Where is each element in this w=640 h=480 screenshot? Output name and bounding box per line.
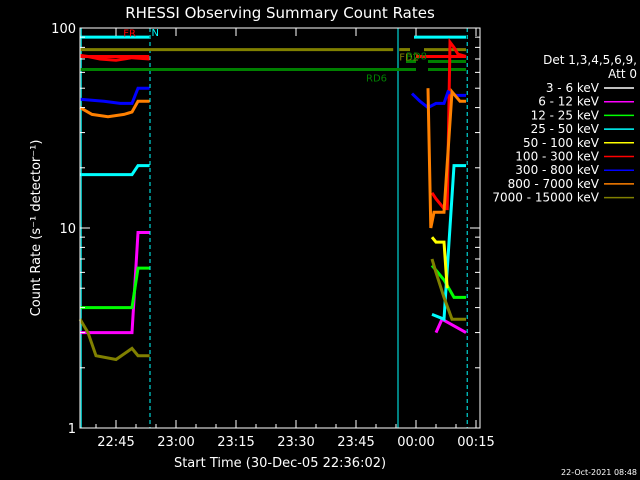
x-tick-label: 22:45 bbox=[97, 435, 134, 450]
flag-label-n: N bbox=[151, 28, 158, 39]
legend-item-label: 100 - 300 keV bbox=[515, 150, 599, 164]
series-line bbox=[78, 318, 150, 362]
series-line bbox=[80, 231, 150, 335]
series-line bbox=[430, 258, 466, 321]
x-tick-label: 23:45 bbox=[337, 435, 374, 450]
y-axis-label: Count Rate (s⁻¹ detector⁻¹) bbox=[29, 140, 44, 317]
legend-item-label: 50 - 100 keV bbox=[523, 136, 600, 150]
legend-item-label: 800 - 7000 keV bbox=[508, 177, 600, 191]
legend-title: Det 1,3,4,5,6,9, bbox=[543, 53, 637, 67]
series-line bbox=[80, 164, 150, 177]
series-line bbox=[434, 317, 467, 334]
x-tick-label: 23:30 bbox=[277, 435, 314, 450]
flag-label-fd2: FD2 bbox=[399, 53, 419, 64]
flag-label-fr: FR bbox=[123, 29, 136, 40]
flag-label-rd8: RD8 bbox=[406, 51, 427, 62]
series-line bbox=[79, 53, 150, 62]
legend-item-label: 7000 - 15000 keV bbox=[492, 191, 599, 205]
series-line bbox=[80, 266, 150, 310]
legend-item-label: 25 - 50 keV bbox=[531, 122, 600, 136]
series-line bbox=[426, 87, 466, 229]
x-axis-label: Start Time (30-Dec-05 22:36:02) bbox=[174, 456, 386, 471]
legend-item-label: 12 - 25 keV bbox=[531, 108, 600, 122]
x-tick-label: 23:15 bbox=[217, 435, 254, 450]
series-group bbox=[78, 37, 467, 362]
legend-item-label: 300 - 800 keV bbox=[515, 163, 599, 177]
series-line bbox=[79, 86, 150, 105]
footer-date: 22-Oct-2021 08:48 bbox=[561, 468, 637, 477]
axes: 22:45 23:00 23:15 23:30 23:45 00:00 00:15 1 10 10… bbox=[51, 22, 495, 450]
legend-item-label: 3 - 6 keV bbox=[546, 81, 600, 95]
y-tick-label: 100 bbox=[51, 22, 76, 37]
legend-item-label: 6 - 12 keV bbox=[538, 95, 600, 109]
flag-label-rd6: RD6 bbox=[366, 74, 387, 85]
y-tick-label: 10 bbox=[59, 222, 76, 237]
x-tick-label: 00:15 bbox=[457, 435, 494, 450]
x-tick-label: 00:00 bbox=[397, 435, 434, 450]
series-line bbox=[430, 264, 466, 299]
chart-title: RHESSI Observing Summary Count Rates bbox=[125, 4, 435, 22]
x-tick-label: 23:00 bbox=[157, 435, 194, 450]
series-line bbox=[430, 236, 449, 289]
series-line bbox=[431, 164, 466, 322]
y-tick-label: 1 bbox=[68, 422, 76, 437]
series-line bbox=[79, 99, 150, 119]
legend-subtitle: Att 0 bbox=[608, 67, 637, 81]
